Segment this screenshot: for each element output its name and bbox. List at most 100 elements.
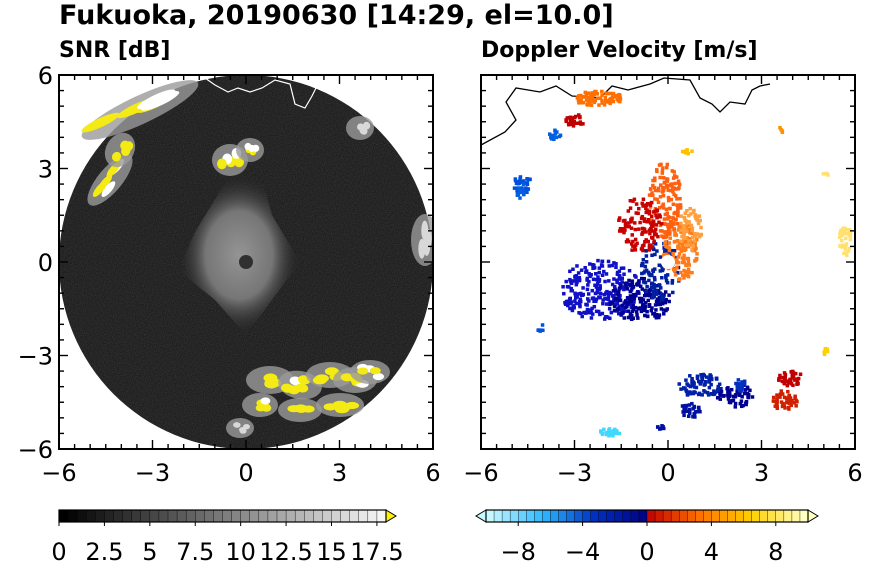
snr-colorbar-swatches [58, 509, 397, 523]
doppler-echo [731, 394, 736, 399]
doppler-echo [653, 284, 657, 288]
doppler-echo [579, 311, 583, 316]
doppler-echo [692, 405, 697, 409]
doppler-echo [607, 264, 612, 268]
doppler-echo [693, 415, 697, 419]
snr-echoes [81, 80, 433, 438]
doppler-echo [676, 210, 680, 214]
doppler-echo [657, 163, 662, 167]
doppler-echo [592, 304, 597, 309]
doppler-echo [679, 249, 683, 253]
doppler-echo [686, 151, 690, 156]
doppler-echo [644, 254, 649, 258]
doppler-echo [653, 188, 658, 193]
doppler-echo [658, 426, 663, 431]
doppler-echo [672, 227, 676, 231]
doppler-echo [695, 374, 700, 379]
doppler-echo [654, 308, 658, 312]
doppler-echo [606, 259, 611, 264]
doppler-echo [608, 101, 612, 106]
doppler-echo [591, 277, 596, 282]
doppler-echo [678, 203, 683, 208]
doppler-echo [639, 216, 644, 221]
doppler-echo [628, 297, 632, 301]
doppler-colorbar-segment [799, 509, 809, 523]
doppler-echo [793, 371, 798, 376]
doppler-echo [656, 200, 661, 205]
doppler-echo [661, 308, 666, 312]
doppler-echo [667, 241, 672, 245]
doppler-echo [653, 178, 657, 183]
doppler-echo [697, 214, 702, 218]
doppler-colorbar-segment [518, 509, 527, 523]
doppler-echo [629, 317, 634, 322]
doppler-echo [586, 91, 591, 95]
doppler-echo [623, 221, 628, 226]
doppler-echo [655, 288, 659, 293]
doppler-echo [609, 310, 614, 315]
doppler-echo [673, 258, 678, 262]
doppler-echo [615, 280, 619, 285]
doppler-echo [634, 305, 638, 310]
doppler-echo [654, 223, 659, 227]
doppler-echo [638, 284, 643, 289]
doppler-echo [647, 202, 652, 206]
snr-colorbar-segment [149, 509, 160, 523]
doppler-echo [642, 271, 646, 275]
doppler-echo [719, 386, 723, 391]
doppler-echo [577, 113, 581, 117]
doppler-echo [521, 191, 526, 196]
doppler-echo [571, 124, 576, 128]
doppler-echo [633, 292, 637, 297]
doppler-echo [692, 248, 697, 253]
doppler-colorbar-segment [735, 509, 745, 523]
doppler-echo [673, 217, 678, 222]
doppler-echo [676, 244, 680, 248]
doppler-plot-area [481, 75, 855, 449]
doppler-echo [684, 243, 689, 248]
doppler-echo [650, 273, 654, 278]
doppler-echo [642, 217, 647, 221]
doppler-echo [627, 224, 631, 229]
doppler-echo [594, 309, 599, 314]
snr-colorbar-segment [367, 509, 378, 523]
snr-echo [369, 367, 381, 375]
doppler-echo [786, 379, 790, 383]
doppler-echo [651, 292, 656, 296]
doppler-echo [687, 239, 691, 243]
snr-colorbar-segment [58, 509, 69, 523]
doppler-echo [684, 262, 689, 267]
doppler-echo [579, 93, 583, 98]
doppler-echo [674, 175, 679, 179]
doppler-echo [597, 270, 602, 275]
snr-panel: SNR [dB] −6 −3 0 3 6 −6 −3 0 3 6 [18, 38, 441, 487]
doppler-echo [699, 373, 703, 377]
doppler-echo [686, 267, 691, 272]
doppler-echo [565, 116, 570, 120]
doppler-echo [571, 267, 575, 271]
doppler-colorbar-segment [590, 509, 600, 523]
doppler-echo [584, 311, 588, 315]
doppler-echo [743, 387, 748, 392]
doppler-echo [661, 253, 666, 257]
doppler-echo [631, 295, 635, 299]
doppler-echo [628, 206, 633, 210]
doppler-echo [672, 229, 677, 233]
doppler-echo [611, 99, 616, 104]
doppler-echo [557, 134, 562, 139]
doppler-echo [604, 100, 608, 104]
doppler-echo [692, 390, 696, 394]
doppler-echo [636, 211, 640, 216]
doppler-echo [594, 297, 599, 301]
doppler-colorbar-segment [791, 509, 801, 523]
doppler-echo [676, 260, 681, 265]
snr-colorbar-tick-label: 15 [316, 538, 347, 566]
doppler-echo [775, 404, 779, 409]
doppler-echo [688, 374, 692, 378]
doppler-echo [619, 283, 623, 288]
doppler-echo [575, 280, 579, 285]
doppler-echo [568, 301, 573, 306]
doppler-echo [617, 286, 622, 290]
doppler-echo [597, 266, 602, 270]
doppler-echo [658, 175, 662, 180]
